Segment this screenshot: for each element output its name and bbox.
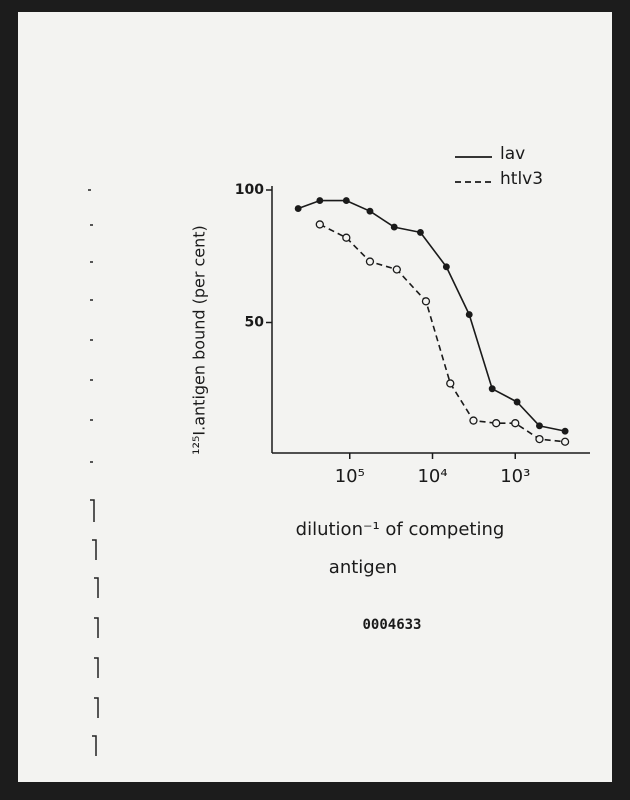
data-point <box>535 434 544 444</box>
data-point <box>561 427 569 435</box>
legend-label: lav <box>500 144 525 164</box>
paper <box>18 12 612 782</box>
data-point <box>342 197 350 205</box>
data-point <box>315 220 324 229</box>
x-tick-label: 10⁴ <box>417 466 447 487</box>
margin-marks <box>88 189 99 756</box>
data-point <box>392 265 401 274</box>
data-point <box>294 205 302 212</box>
data-point <box>365 257 375 266</box>
data-point <box>390 223 398 231</box>
data-point <box>366 207 374 215</box>
data-point <box>513 398 521 406</box>
data-point <box>488 385 496 393</box>
y-axis-label: ¹²⁵I.antigen bound (per cent) <box>190 225 209 455</box>
y-tick-label: 100 <box>235 182 264 198</box>
data-point <box>342 233 351 242</box>
x-tick-label: 10⁵ <box>335 466 365 487</box>
plot: 50 100 10⁵ 10⁴ 10³ lav htlv3 <box>235 144 590 487</box>
data-point <box>421 297 431 306</box>
data-point <box>416 228 424 236</box>
x-axis-label: dilution⁻¹ of competing antigen <box>296 519 505 578</box>
data-point <box>492 419 501 428</box>
legend-label: htlv3 <box>500 169 543 189</box>
document-number: 0004633 <box>362 617 421 633</box>
series-line <box>297 199 566 432</box>
data-point <box>469 416 478 425</box>
data-point <box>511 419 520 428</box>
y-tick-label: 50 <box>245 315 265 331</box>
data-point <box>446 379 455 388</box>
data-point <box>560 437 570 446</box>
data-point <box>442 263 450 271</box>
x-tick-label: 10³ <box>500 466 530 487</box>
data-point <box>465 311 473 318</box>
data-point <box>316 197 324 205</box>
data-point <box>536 422 543 430</box>
